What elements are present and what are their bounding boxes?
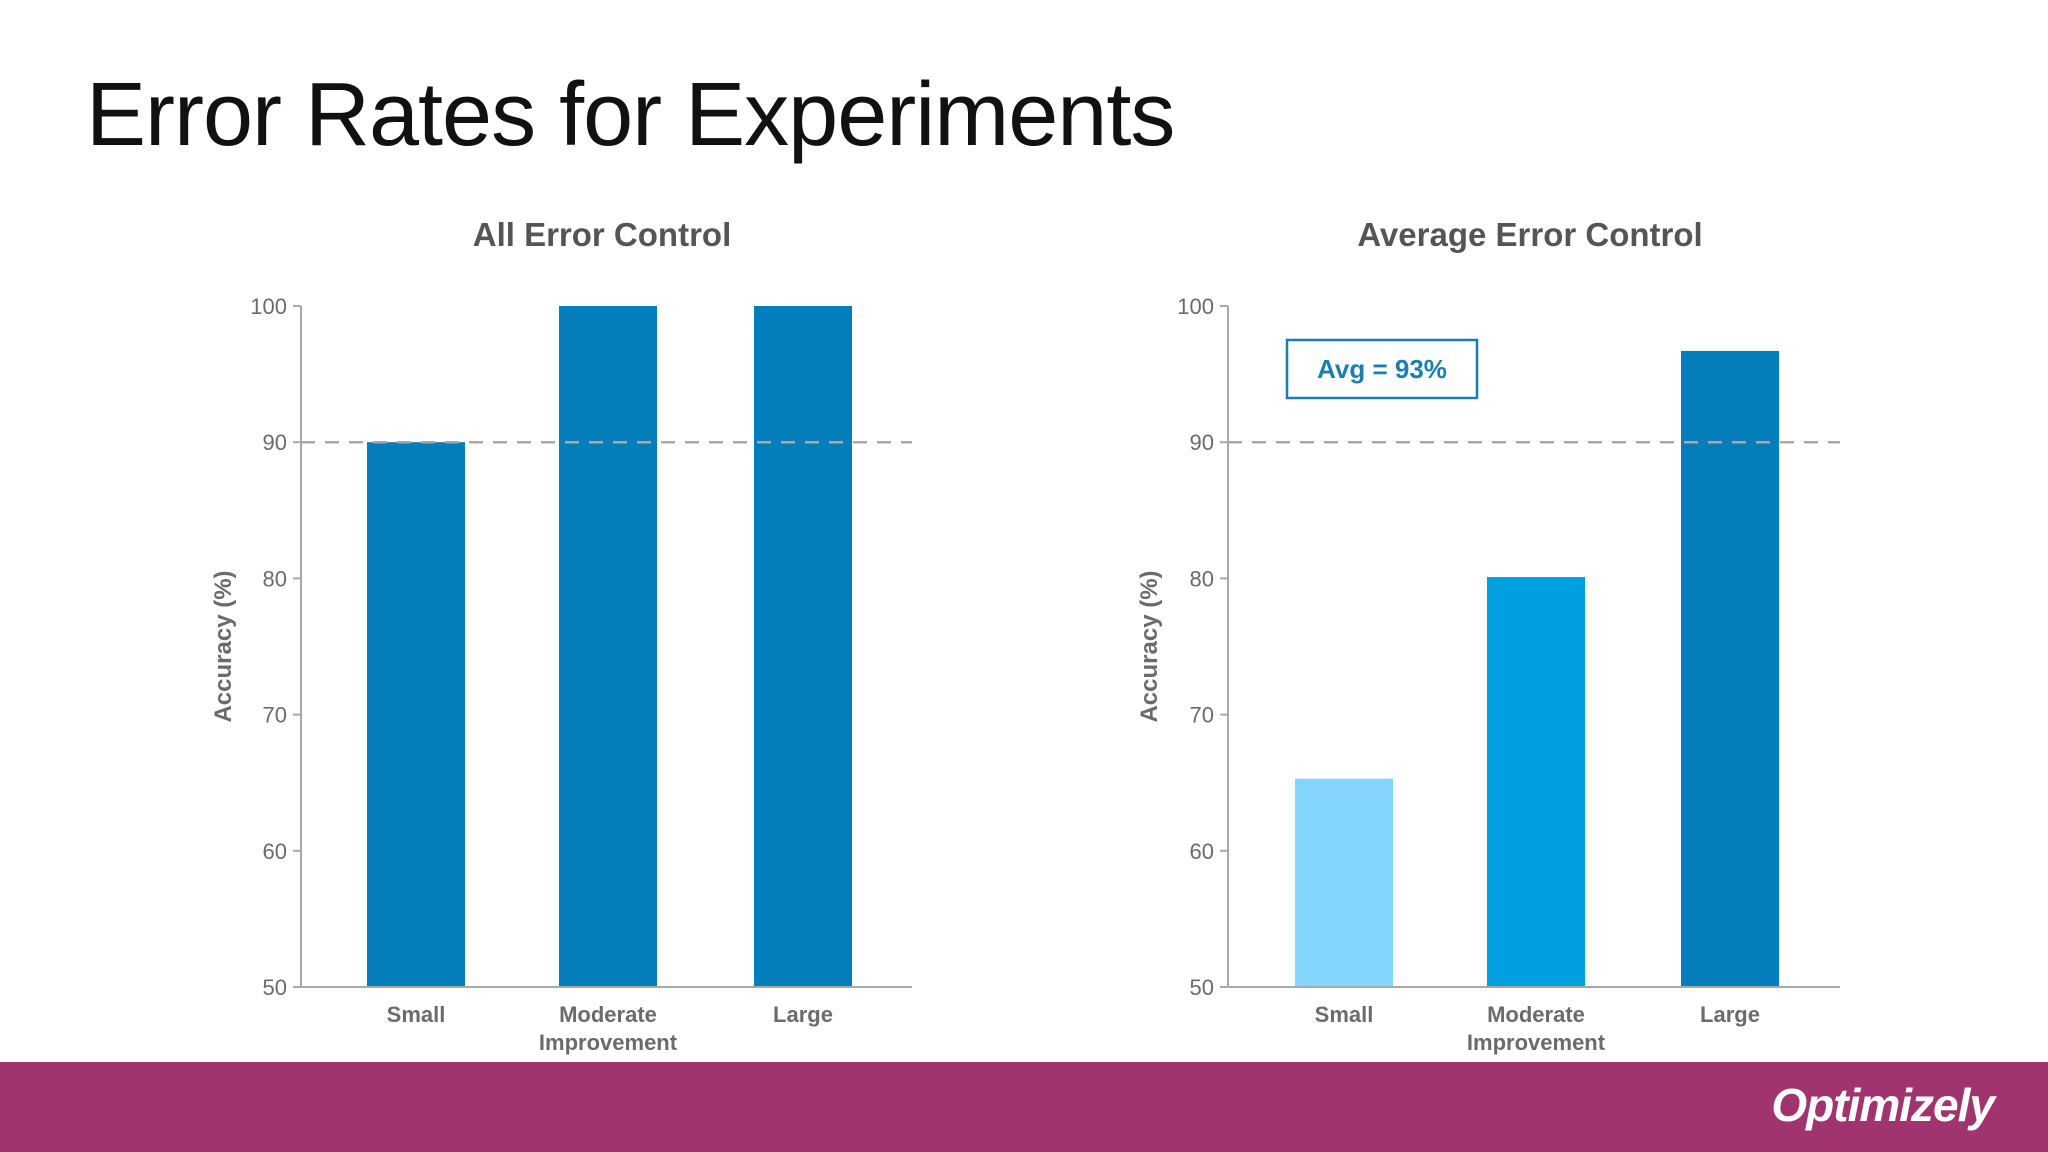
chart-title: Average Error Control [1357,216,1702,253]
optimizely-logo: Optimizely [1771,1079,1995,1131]
y-tick-label: 70 [1190,703,1214,728]
y-tick-label: 60 [263,839,287,864]
bar-small [1295,778,1393,987]
bar-large [754,306,852,987]
bar-large [1681,350,1779,987]
bar-moderate-improvement [1487,577,1585,987]
y-tick-label: 100 [250,294,287,319]
avg-annotation-box [1285,338,1479,400]
y-tick-label: 70 [263,703,287,728]
x-category-label: Small [387,1002,446,1027]
y-tick-label: 50 [1190,975,1214,1000]
slide-title: Error Rates for Experiments [86,65,1175,165]
bar-moderate-improvement [559,306,657,987]
y-tick-label: 90 [263,430,287,455]
x-category-label: Large [1700,1002,1760,1027]
x-category-label: Moderate Improvement [539,1002,678,1055]
x-category-label: Small [1315,1002,1374,1027]
bar-small [367,442,465,987]
avg-annotation-text: Avg = 93% [1317,354,1447,384]
chart-all-error-control: All Error Control Accuracy (%) 50 60 70 80 90 1… [210,216,912,1055]
y-axis-label: Accuracy (%) [1136,570,1163,722]
chart-average-error-control: Average Error Control Accuracy (%) 50 60 70 8… [1136,216,1840,1055]
y-tick-label: 100 [1177,294,1214,319]
x-category-label: Large [773,1002,833,1027]
y-tick-label: 80 [263,566,287,591]
y-tick-label: 90 [1190,430,1214,455]
y-tick-label: 80 [1190,566,1214,591]
y-axis-label: Accuracy (%) [210,570,237,722]
footer-bar [0,1062,2048,1152]
y-tick-label: 50 [263,975,287,1000]
chart-title: All Error Control [473,216,732,253]
x-category-label: Moderate Improvement [1467,1002,1606,1055]
y-tick-label: 60 [1190,839,1214,864]
